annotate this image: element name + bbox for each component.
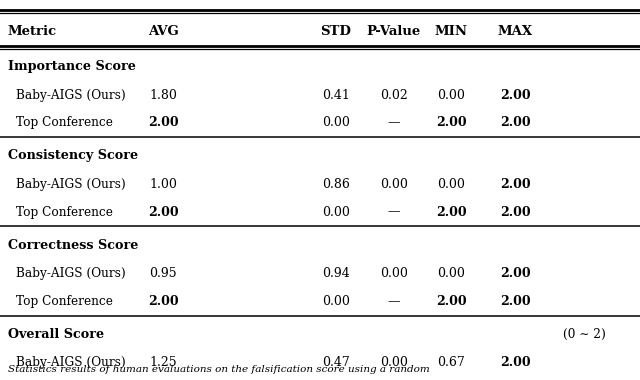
Text: 0.41: 0.41	[322, 89, 350, 101]
Text: 2.00: 2.00	[500, 267, 531, 280]
Text: 2.00: 2.00	[500, 356, 531, 369]
Text: 1.80: 1.80	[149, 89, 177, 101]
Text: 0.00: 0.00	[380, 178, 408, 191]
Text: 2.00: 2.00	[436, 116, 467, 129]
Text: 0.00: 0.00	[437, 178, 465, 191]
Text: Baby-AIGS (Ours): Baby-AIGS (Ours)	[16, 89, 125, 101]
Text: 2.00: 2.00	[436, 295, 467, 308]
Text: Consistency Score: Consistency Score	[8, 149, 138, 162]
Text: Top Conference: Top Conference	[16, 206, 113, 218]
Text: 1.00: 1.00	[149, 178, 177, 191]
Text: 0.02: 0.02	[380, 89, 408, 101]
Text: Top Conference: Top Conference	[16, 116, 113, 129]
Text: Correctness Score: Correctness Score	[8, 239, 138, 252]
Text: 2.00: 2.00	[148, 206, 179, 218]
Text: Importance Score: Importance Score	[8, 60, 136, 73]
Text: 0.00: 0.00	[437, 267, 465, 280]
Text: 2.00: 2.00	[500, 89, 531, 101]
Text: Baby-AIGS (Ours): Baby-AIGS (Ours)	[16, 178, 125, 191]
Text: Baby-AIGS (Ours): Baby-AIGS (Ours)	[16, 356, 125, 369]
Text: 1.25: 1.25	[149, 356, 177, 369]
Text: 2.00: 2.00	[436, 206, 467, 218]
Text: 0.00: 0.00	[322, 295, 350, 308]
Text: P-Value: P-Value	[367, 25, 420, 38]
Text: 0.95: 0.95	[149, 267, 177, 280]
Text: 0.94: 0.94	[322, 267, 350, 280]
Text: MIN: MIN	[435, 25, 468, 38]
Text: 0.47: 0.47	[322, 356, 350, 369]
Text: 0.00: 0.00	[437, 89, 465, 101]
Text: —: —	[387, 206, 400, 218]
Text: 2.00: 2.00	[500, 178, 531, 191]
Text: 2.00: 2.00	[500, 206, 531, 218]
Text: AVG: AVG	[148, 25, 179, 38]
Text: 2.00: 2.00	[148, 295, 179, 308]
Text: STD: STD	[321, 25, 351, 38]
Text: 0.00: 0.00	[380, 267, 408, 280]
Text: 0.00: 0.00	[380, 356, 408, 369]
Text: Top Conference: Top Conference	[16, 295, 113, 308]
Text: 0.67: 0.67	[437, 356, 465, 369]
Text: MAX: MAX	[498, 25, 532, 38]
Text: Statistics results of human evaluations on the falsification score using a rando: Statistics results of human evaluations …	[8, 365, 429, 374]
Text: —: —	[387, 295, 400, 308]
Text: —: —	[387, 116, 400, 129]
Text: 2.00: 2.00	[148, 116, 179, 129]
Text: 2.00: 2.00	[500, 295, 531, 308]
Text: (0 ∼ 2): (0 ∼ 2)	[559, 328, 605, 341]
Text: Metric: Metric	[8, 25, 57, 38]
Text: 2.00: 2.00	[500, 116, 531, 129]
Text: Overall Score: Overall Score	[8, 328, 104, 341]
Text: 0.00: 0.00	[322, 206, 350, 218]
Text: 0.00: 0.00	[322, 116, 350, 129]
Text: Baby-AIGS (Ours): Baby-AIGS (Ours)	[16, 267, 125, 280]
Text: 0.86: 0.86	[322, 178, 350, 191]
